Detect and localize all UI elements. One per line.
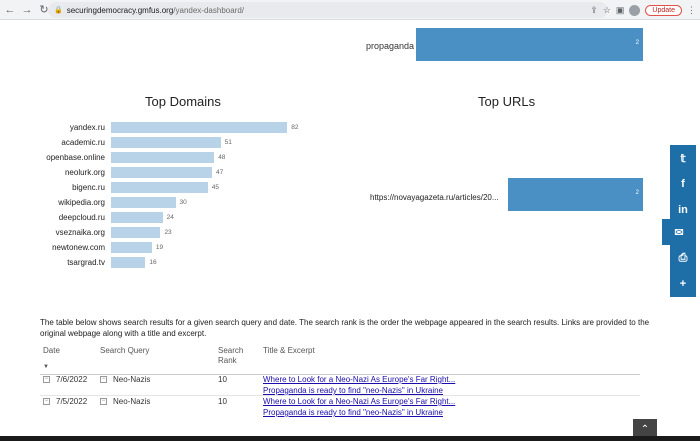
row-date-text: 7/5/2022 xyxy=(56,397,88,406)
lock-icon: 🔒 xyxy=(54,7,63,14)
top-url-value: 2 xyxy=(635,190,639,196)
domain-bar[interactable] xyxy=(111,242,152,253)
domain-bar[interactable] xyxy=(111,122,288,133)
url-host: securingdemocracy.gmfus.org xyxy=(66,5,174,15)
domain-label: tsargrad.tv xyxy=(67,258,105,267)
update-button[interactable]: Update xyxy=(645,4,682,16)
domain-value: 45 xyxy=(211,184,219,191)
domain-label: wikipedia.org xyxy=(58,198,105,207)
domain-bar[interactable] xyxy=(111,182,208,193)
rank-header-line2: Rank xyxy=(218,356,237,365)
domain-bar[interactable] xyxy=(111,257,146,268)
result-title-link[interactable]: Where to Look for a Neo-Nazi As Europe's… xyxy=(263,375,456,384)
date-header[interactable]: Date xyxy=(43,346,60,355)
email-share-icon[interactable]: ✉ xyxy=(662,219,696,245)
propaganda-bar[interactable]: 2 xyxy=(416,28,643,61)
title-header[interactable]: Title & Excerpt xyxy=(263,346,315,355)
domain-label: bigenc.ru xyxy=(72,183,105,192)
result-excerpt-link[interactable]: Propaganda is ready to find "neo-Nazis" … xyxy=(263,408,443,417)
row-query-text: Neo-Nazis xyxy=(113,375,151,384)
domain-label: yandex.ru xyxy=(69,123,105,132)
facebook-share-icon[interactable]: f xyxy=(670,171,696,197)
row-rank: 10 xyxy=(218,375,227,384)
row-rank: 10 xyxy=(218,397,227,406)
scroll-to-top-button[interactable]: ⌃ xyxy=(633,419,657,439)
query-header[interactable]: Search Query xyxy=(100,346,150,355)
domain-bar[interactable] xyxy=(111,212,163,223)
domain-bar[interactable] xyxy=(111,197,176,208)
share-page-icon[interactable]: ⇪ xyxy=(590,4,598,15)
domain-label: neolurk.org xyxy=(64,168,105,177)
domain-label: academic.ru xyxy=(61,138,105,147)
domain-value: 48 xyxy=(218,154,226,161)
row-query: − Neo-Nazis xyxy=(100,375,150,384)
domain-value: 82 xyxy=(291,124,299,131)
top-domains-title: Top Domains xyxy=(145,94,221,109)
row-query: − Neo-Nazis xyxy=(100,397,150,406)
top-urls-title: Top URLs xyxy=(478,94,536,109)
print-icon[interactable]: ⎙ xyxy=(670,245,696,271)
domain-bar[interactable] xyxy=(111,167,213,178)
browser-toolbar: ← → ↻ 🔒 securingdemocracy.gmfus.org/yand… xyxy=(0,0,700,20)
row-query-text: Neo-Nazis xyxy=(113,397,151,406)
forward-icon[interactable]: → xyxy=(21,3,33,16)
domain-bar[interactable] xyxy=(111,227,161,238)
propaganda-label: propaganda xyxy=(366,41,415,51)
rank-header-line1: Search xyxy=(218,346,244,355)
row-date: −7/6/2022 xyxy=(43,375,87,384)
linkedin-share-icon[interactable]: in xyxy=(670,197,696,223)
side-panel-icon[interactable]: ▣ xyxy=(615,4,625,15)
domain-value: 47 xyxy=(216,169,224,176)
result-title-link[interactable]: Where to Look for a Neo-Nazi As Europe's… xyxy=(263,397,456,406)
domain-value: 30 xyxy=(179,199,187,206)
sort-desc-icon[interactable]: ▼ xyxy=(43,364,49,370)
domain-bar[interactable] xyxy=(111,137,221,148)
twitter-share-icon[interactable]: 𝕥 xyxy=(670,145,696,171)
collapse-icon[interactable]: − xyxy=(43,376,50,384)
more-share-icon[interactable]: + xyxy=(670,271,696,297)
row-date: −7/5/2022 xyxy=(43,397,87,406)
propaganda-value: 2 xyxy=(635,40,639,46)
domain-label: vseznaika.org xyxy=(55,228,105,237)
back-icon[interactable]: ← xyxy=(4,3,16,16)
domain-value: 16 xyxy=(149,259,157,266)
reload-icon[interactable]: ↻ xyxy=(39,4,49,16)
url-path: /yandex-dashboard/ xyxy=(173,5,244,15)
dashboard-page: propaganda 2 Top Domains yandex.ru 82 acad… xyxy=(0,20,700,441)
address-bar[interactable]: 🔒 securingdemocracy.gmfus.org/yandex-das… xyxy=(48,2,608,18)
row-divider xyxy=(40,395,640,396)
collapse-icon[interactable]: − xyxy=(43,398,50,406)
header-divider xyxy=(40,374,640,375)
top-url-bar[interactable]: 2 xyxy=(508,178,643,211)
table-description: The table below shows search results for… xyxy=(40,318,650,338)
domain-value: 24 xyxy=(166,214,174,221)
domain-bar[interactable] xyxy=(111,152,215,163)
row-date-text: 7/6/2022 xyxy=(56,375,88,384)
taskbar xyxy=(0,436,700,441)
profile-avatar[interactable] xyxy=(629,4,641,16)
collapse-icon[interactable]: − xyxy=(100,398,107,406)
rank-header[interactable]: Search Rank xyxy=(218,346,243,366)
domain-value: 19 xyxy=(155,244,164,251)
domain-value: 23 xyxy=(164,229,172,236)
collapse-icon[interactable]: − xyxy=(100,376,107,384)
domain-label: deepcloud.ru xyxy=(58,213,105,222)
result-excerpt-link[interactable]: Propaganda is ready to find "neo-Nazis" … xyxy=(263,386,443,395)
bookmark-star-icon[interactable]: ☆ xyxy=(602,4,611,15)
domain-value: 51 xyxy=(224,139,232,146)
top-url-label: https://novayagazeta.ru/articles/20... xyxy=(370,193,499,202)
menu-icon[interactable]: ⋮ xyxy=(687,4,696,15)
domain-label: openbase.online xyxy=(46,153,105,162)
domain-label: newtonew.com xyxy=(52,243,105,252)
